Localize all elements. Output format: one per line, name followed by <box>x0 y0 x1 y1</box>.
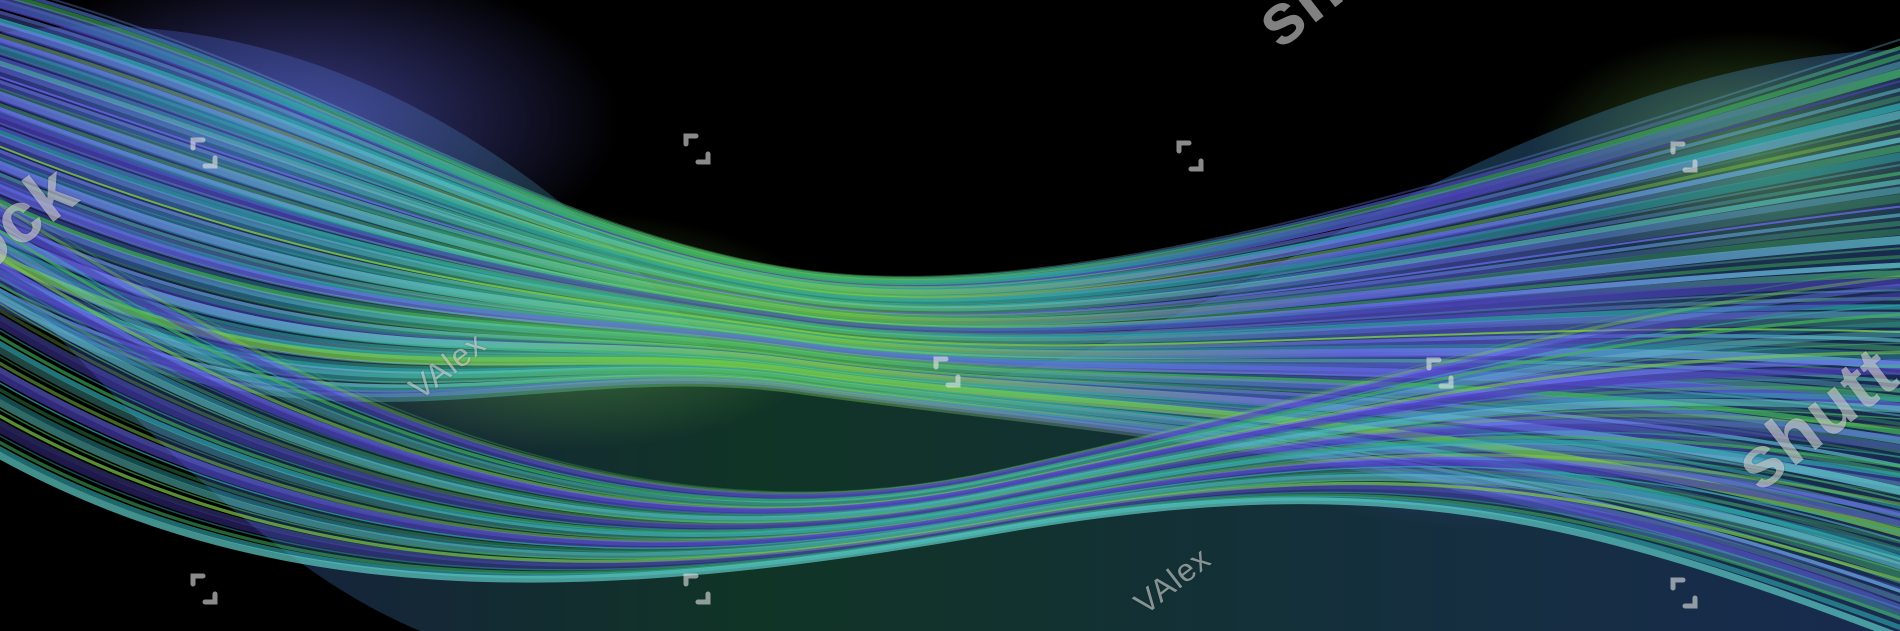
ribbon-strand <box>0 160 1900 370</box>
ribbon-strand <box>0 234 1900 506</box>
ribbon-strand <box>0 114 1900 337</box>
ribbon-strand <box>0 382 1900 550</box>
ribbon-strand <box>0 319 1900 532</box>
ribbon-strand <box>0 29 1900 297</box>
ribbon-strand <box>0 214 1900 501</box>
ribbon-strand <box>0 276 1900 515</box>
ribbon-strand <box>0 303 1900 523</box>
ribbon-strand <box>0 346 1900 541</box>
ribbon-strand <box>0 266 1900 516</box>
ribbon-strand <box>0 308 1900 526</box>
ribbon-strand <box>0 425 1900 603</box>
ribbon-strand <box>0 340 1900 537</box>
ribbon-strand <box>0 21 1900 298</box>
ribbon-strand <box>0 197 1900 493</box>
ribbon-strand <box>0 293 1900 524</box>
ribbon-strand <box>0 45 1900 308</box>
ribbon-strand <box>0 451 1895 631</box>
ribbon-strand <box>0 299 1900 621</box>
ribbon-strand <box>0 314 1900 529</box>
ribbon-strand <box>0 99 1900 326</box>
ribbon-strand <box>0 91 1900 327</box>
ribbon-strand <box>0 229 1900 496</box>
ribbon-strand <box>0 68 1900 317</box>
ribbon-strand <box>0 229 1900 503</box>
ribbon-strand <box>0 240 1900 509</box>
ribbon-strand <box>0 414 1900 582</box>
ribbon-strand <box>0 398 1900 565</box>
ribbon-strand <box>0 137 1900 348</box>
ribbon-strand <box>0 0 1900 289</box>
ribbon-strand <box>0 419 1900 593</box>
ribbon-strand <box>0 372 1900 550</box>
